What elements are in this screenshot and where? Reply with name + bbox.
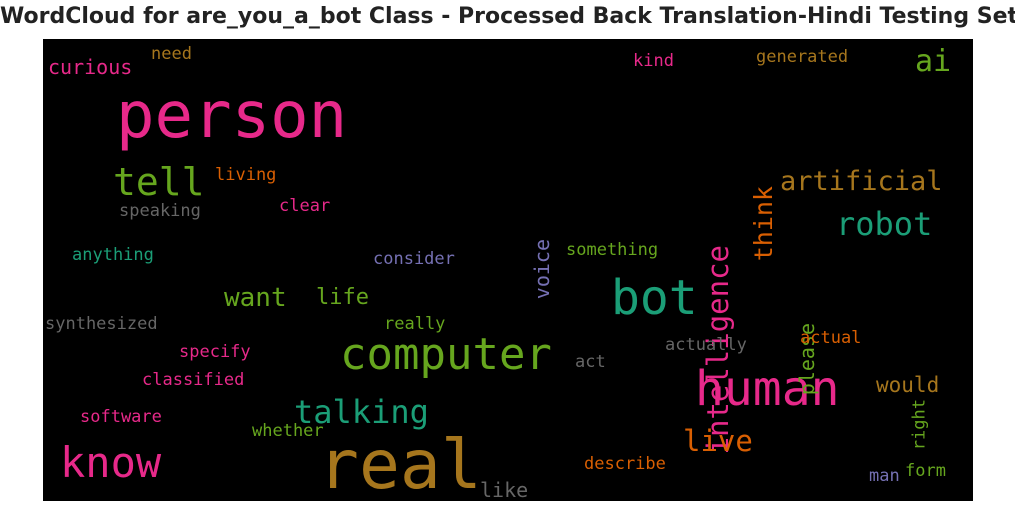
word-curious: curious (48, 55, 132, 79)
word-talking: talking (294, 393, 429, 431)
word-real: real (318, 426, 482, 501)
word-computer: computer (340, 329, 552, 380)
word-man: man (869, 466, 900, 486)
word-consider: consider (373, 249, 455, 269)
word-want: want (224, 283, 287, 313)
word-life: life (316, 285, 369, 310)
word-like: like (480, 478, 528, 501)
figure-title: WordCloud for are_you_a_bot Class - Proc… (0, 4, 1015, 29)
word-generated: generated (756, 47, 848, 67)
word-anything: anything (72, 245, 154, 265)
word-live: live (683, 424, 753, 458)
word-cloud-canvas: person real computer bot human know tell talkin… (43, 39, 973, 501)
word-act: act (575, 352, 606, 372)
word-whether: whether (252, 421, 324, 441)
word-need: need (151, 44, 192, 64)
word-form: form (905, 461, 946, 481)
word-think: think (749, 186, 778, 261)
word-human: human (695, 361, 840, 417)
word-really: really (384, 314, 445, 334)
word-classified: classified (142, 370, 244, 390)
word-intelligence: intelligence (701, 245, 735, 455)
word-tell: tell (113, 160, 205, 204)
word-ai: ai (915, 44, 951, 79)
word-specify: specify (179, 342, 251, 362)
word-actually: actually (665, 335, 747, 355)
word-clear: clear (279, 196, 330, 216)
word-describe: describe (584, 454, 666, 474)
word-speaking: speaking (119, 201, 201, 221)
word-artificial: artificial (780, 166, 943, 197)
word-please: please (795, 323, 819, 395)
word-synthesized: synthesized (45, 314, 158, 334)
word-bot: bot (611, 270, 698, 326)
word-software: software (80, 407, 162, 427)
word-cloud-svg: person real computer bot human know tell talkin… (45, 44, 951, 501)
word-kind: kind (633, 51, 674, 71)
word-know: know (60, 438, 162, 487)
word-voice: voice (530, 239, 554, 299)
word-robot: robot (836, 205, 932, 243)
word-person: person (116, 79, 347, 153)
word-would: would (876, 373, 939, 397)
word-right: right (910, 399, 930, 450)
word-living: living (215, 165, 276, 185)
word-something: something (566, 240, 658, 260)
word-actual: actual (800, 328, 861, 348)
